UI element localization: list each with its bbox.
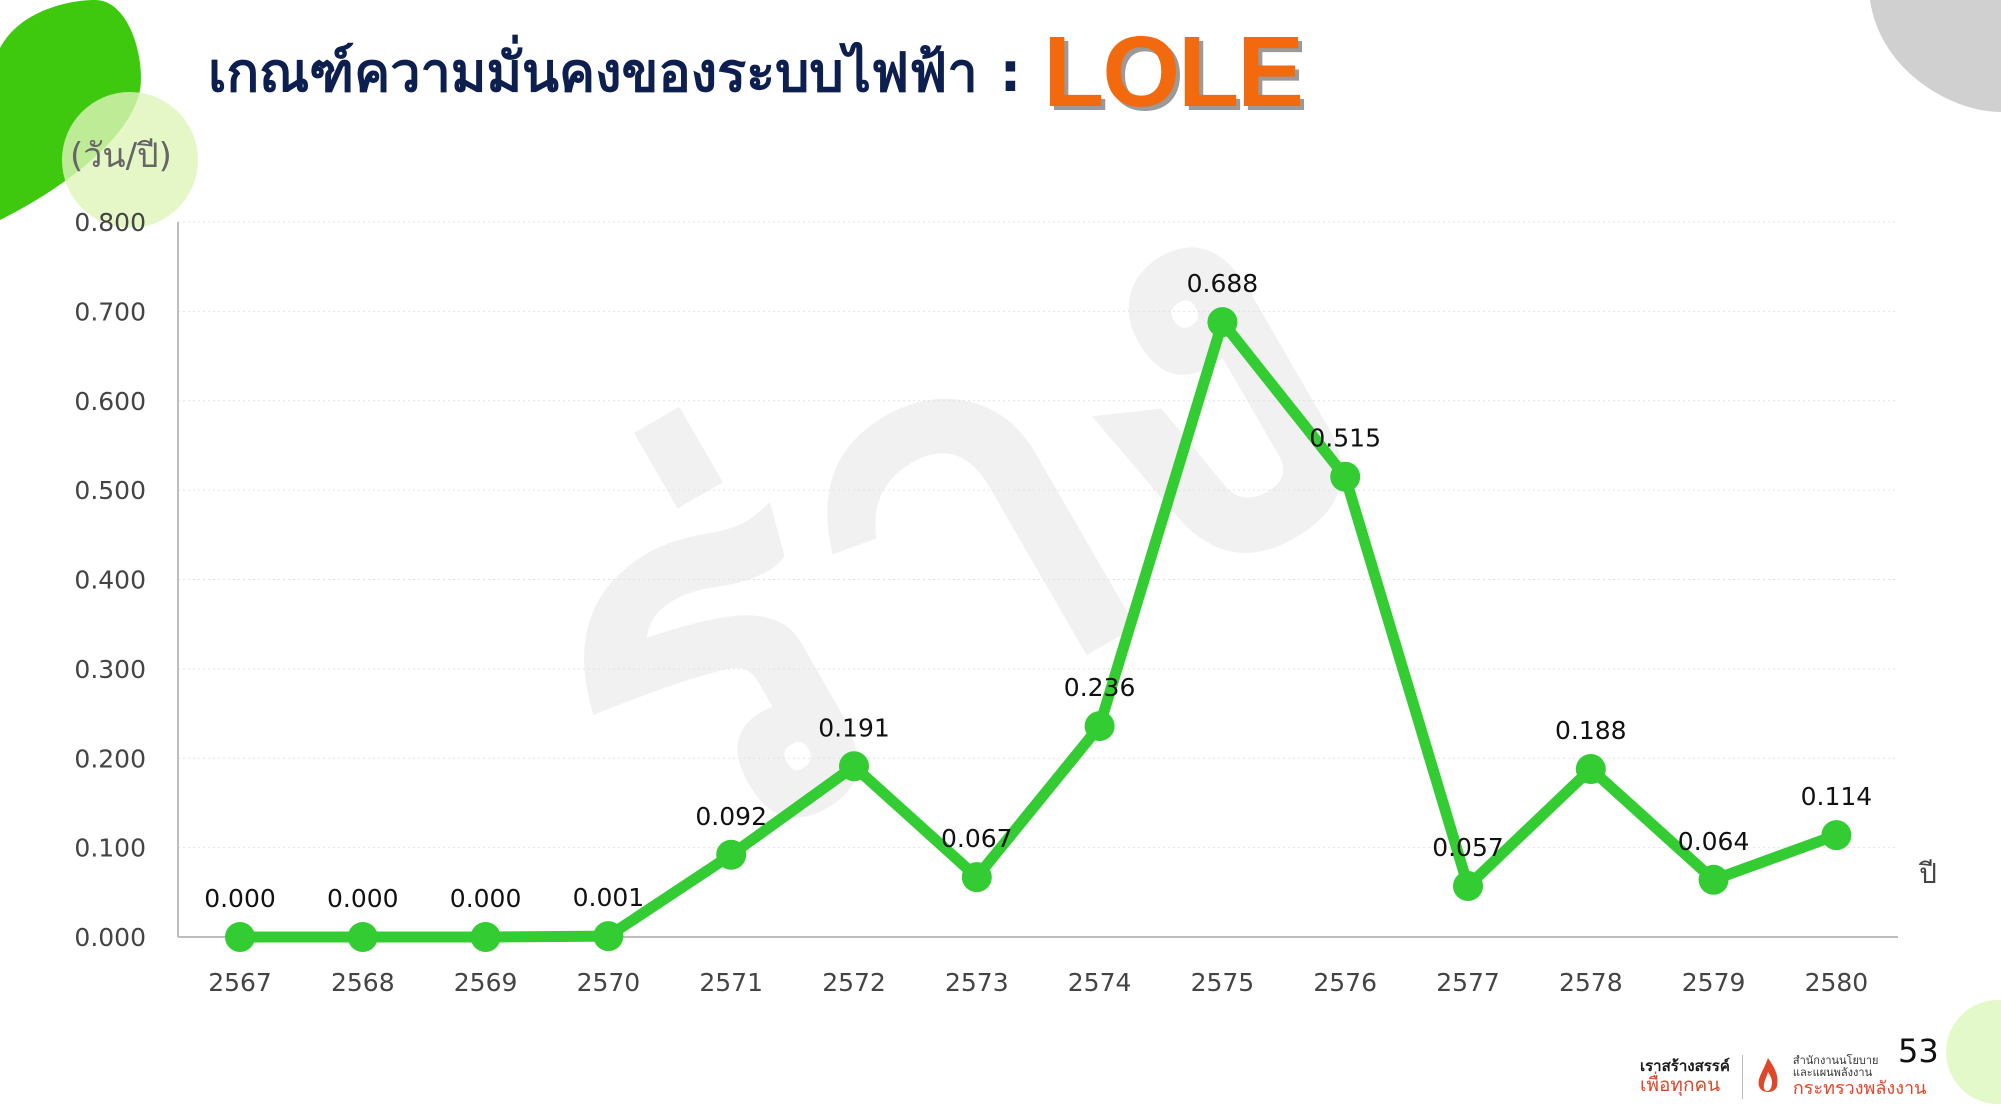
data-label: 0.236 — [1064, 673, 1136, 702]
data-label: 0.000 — [327, 884, 399, 913]
y-tick-label: 0.400 — [74, 566, 146, 595]
page-number: 53 — [1898, 1032, 1939, 1070]
title-separator: : — [999, 40, 1022, 104]
logo-divider — [1741, 1055, 1743, 1099]
flame-icon — [1758, 1058, 1778, 1092]
logo-org-1b: และแผนพลังงาน — [1792, 1066, 1873, 1080]
data-point — [1575, 753, 1606, 784]
x-tick-label: 2580 — [1805, 968, 1869, 997]
x-tick-label: 2568 — [331, 968, 395, 997]
data-label: 0.000 — [450, 884, 522, 913]
data-point — [1698, 864, 1729, 895]
data-label: 0.064 — [1678, 827, 1750, 856]
x-tick-label: 2567 — [208, 968, 272, 997]
data-point — [1207, 307, 1238, 338]
data-label: 0.057 — [1432, 833, 1504, 862]
data-label: 0.688 — [1187, 269, 1259, 298]
data-point — [716, 839, 747, 870]
slide-title: เกณฑ์ความมั่นคงของระบบไฟฟ้า : LOLE — [208, 16, 1304, 128]
y-tick-label: 0.200 — [74, 744, 146, 773]
y-tick-label: 0.000 — [74, 923, 146, 952]
x-tick-label: 2574 — [1068, 968, 1132, 997]
data-point — [1330, 461, 1361, 492]
data-label: 0.114 — [1801, 782, 1873, 811]
x-axis-label: ปี — [1918, 857, 1937, 890]
axes: 0.000 0.100 0.200 0.300 0.400 0.500 0.600 0.700… — [74, 208, 1898, 997]
data-point — [470, 922, 501, 952]
x-tick-label: 2570 — [577, 968, 641, 997]
logo-tagline-2: เพื่อทุกคน — [1640, 1073, 1721, 1096]
y-tick-label: 0.500 — [74, 476, 146, 505]
data-label: 0.092 — [695, 802, 767, 831]
title-highlight: LOLE — [1043, 16, 1304, 128]
data-label: 0.191 — [818, 713, 890, 742]
title-text: เกณฑ์ความมั่นคงของระบบไฟฟ้า — [208, 41, 978, 104]
data-point — [961, 862, 992, 893]
x-tick-label: 2579 — [1682, 968, 1746, 997]
data-label-group: 0.000 0.000 0.000 0.001 0.092 0.191 0.067 0.236… — [204, 269, 1872, 913]
y-axis-label: (วัน/ปี) — [70, 136, 172, 176]
data-label: 0.001 — [573, 883, 645, 912]
y-tick-label: 0.300 — [74, 655, 146, 684]
x-tick-label: 2569 — [454, 968, 518, 997]
data-point — [839, 751, 869, 782]
data-point — [1821, 820, 1852, 851]
y-tick-label: 0.600 — [74, 387, 146, 416]
x-tick-label: 2577 — [1436, 968, 1500, 997]
y-tick-label: 0.800 — [74, 208, 146, 237]
series-group — [225, 307, 1852, 952]
data-label: 0.067 — [941, 824, 1013, 853]
x-tick-label: 2572 — [822, 968, 886, 997]
series-line — [234, 316, 1842, 943]
data-label: 0.188 — [1555, 716, 1627, 745]
x-tick-label: 2578 — [1559, 968, 1623, 997]
data-point — [1084, 711, 1115, 742]
data-point — [1453, 871, 1483, 902]
grid — [178, 221, 1898, 849]
data-point — [593, 921, 624, 952]
data-label: 0.000 — [204, 884, 276, 913]
footer-logo: เราสร้างสรรค์ เพื่อทุกคน สำนักงานนโยบาย … — [1640, 1050, 1950, 1104]
x-tick-label: 2573 — [945, 968, 1009, 997]
y-tick-label: 0.100 — [74, 834, 146, 863]
x-tick-label: 2576 — [1313, 968, 1377, 997]
data-point — [225, 922, 255, 952]
x-tick-label: 2575 — [1191, 968, 1255, 997]
y-tick-label: 0.700 — [74, 297, 146, 326]
logo-org-1: สำนักงานนโยบาย — [1792, 1054, 1879, 1067]
logo-tagline-1: เราสร้างสรรค์ — [1640, 1057, 1730, 1076]
x-tick-label: 2571 — [699, 968, 763, 997]
data-point — [347, 922, 378, 952]
logo-org-2: กระทรวงพลังงาน — [1792, 1078, 1927, 1100]
data-label: 0.515 — [1309, 424, 1381, 453]
